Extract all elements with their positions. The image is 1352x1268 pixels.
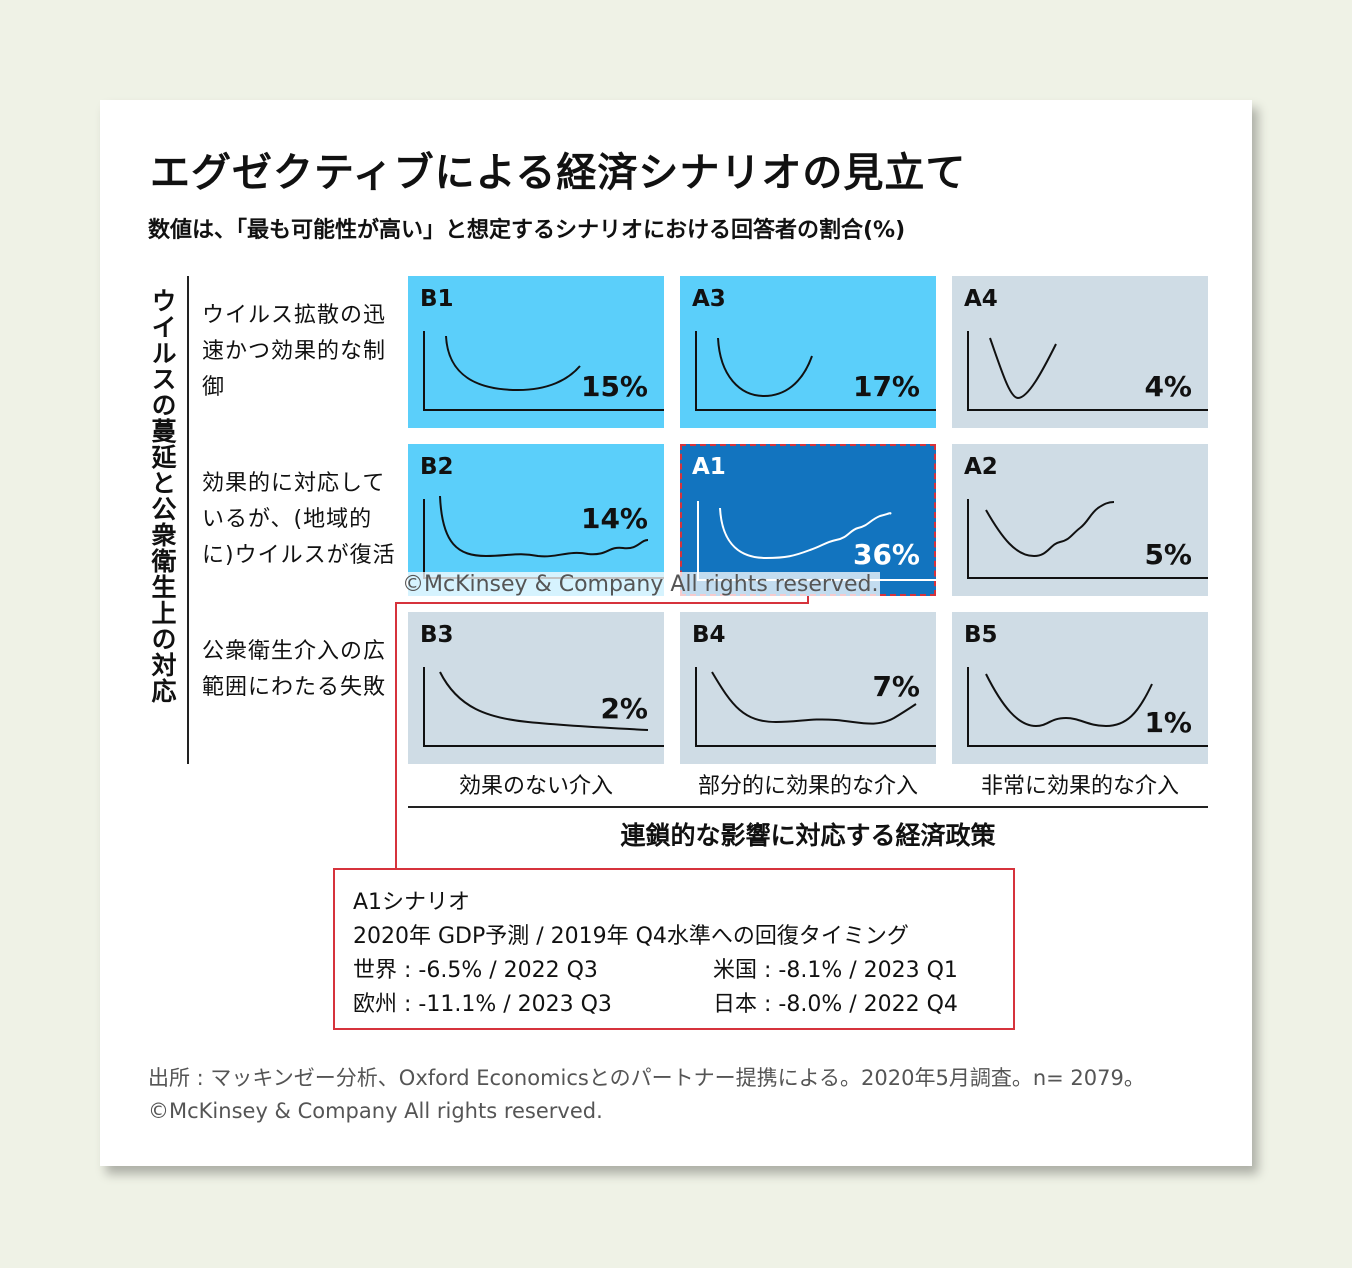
callout-japan: 日本 : -8.0% / 2022 Q4 bbox=[713, 992, 958, 1017]
scenario-cell-b5: B5 1% bbox=[952, 612, 1208, 764]
curve-a2 bbox=[967, 499, 1208, 579]
x-category-1: 効果のない介入 bbox=[458, 774, 613, 799]
scenario-code-b4: B4 bbox=[692, 622, 726, 648]
chart-card: エグゼクティブによる経済シナリオの見立て 数値は、「最も可能性が高い」と想定する… bbox=[100, 100, 1252, 1166]
callout-world: 世界 : -6.5% / 2022 Q3 bbox=[353, 958, 598, 983]
curve-b3 bbox=[423, 667, 664, 747]
scenario-pct-a4: 4% bbox=[1144, 370, 1192, 403]
scenario-pct-b2: 14% bbox=[580, 502, 648, 535]
callout-us: 米国 : -8.1% / 2023 Q1 bbox=[713, 958, 958, 983]
scenario-cell-a4: A4 4% bbox=[952, 276, 1208, 428]
watermark: ©McKinsey & Company All rights reserved. bbox=[400, 572, 881, 597]
scenario-cell-a3: A3 17% bbox=[680, 276, 936, 428]
callout-line-1: A1シナリオ bbox=[353, 890, 471, 915]
y-axis-title: ウイルスの蔓延と公衆衛生上の対応 bbox=[148, 288, 177, 704]
scenario-code-a4: A4 bbox=[964, 286, 998, 312]
curve-b4 bbox=[695, 667, 936, 747]
source-note: 出所 : マッキンゼー分析、Oxford Economicsとのパートナー提携に… bbox=[148, 1062, 1145, 1128]
scenario-pct-b5: 1% bbox=[1144, 706, 1192, 739]
scenario-pct-a3: 17% bbox=[852, 370, 920, 403]
curve-b5 bbox=[967, 667, 1208, 747]
scenario-cell-a1: A1 36% bbox=[680, 444, 938, 596]
scenario-pct-b1: 15% bbox=[580, 370, 648, 403]
scenario-pct-a2: 5% bbox=[1144, 538, 1192, 571]
scenario-code-a1: A1 bbox=[692, 454, 726, 480]
chart-subtitle: 数値は、「最も可能性が高い」と想定するシナリオにおける回答者の割合(%) bbox=[148, 218, 906, 243]
row-label-1: ウイルス拡散の迅速かつ効果的な制御 bbox=[202, 303, 387, 400]
scenario-code-a3: A3 bbox=[692, 286, 726, 312]
x-category-3: 非常に効果的な介入 bbox=[980, 774, 1179, 799]
scenario-pct-b3: 2% bbox=[600, 692, 648, 725]
scenario-code-b2: B2 bbox=[420, 454, 454, 480]
scenario-code-b5: B5 bbox=[964, 622, 998, 648]
scenario-pct-b4: 7% bbox=[872, 670, 920, 703]
y-axis-line bbox=[187, 276, 189, 764]
x-axis-title: 連鎖的な影響に対応する経済政策 bbox=[620, 821, 996, 850]
scenario-cell-b3: B3 2% bbox=[408, 612, 664, 764]
scenario-code-a2: A2 bbox=[964, 454, 998, 480]
x-axis-line bbox=[408, 806, 1208, 808]
curve-a3 bbox=[695, 331, 936, 411]
callout-line-2: 2020年 GDP予測 / 2019年 Q4水準への回復タイミング bbox=[353, 924, 909, 949]
row-label-3: 公衆衛生介入の広範囲にわたる失敗 bbox=[202, 639, 387, 700]
source-line-1: 出所 : マッキンゼー分析、Oxford Economicsとのパートナー提携に… bbox=[148, 1066, 1145, 1090]
callout-europe: 欧州 : -11.1% / 2023 Q3 bbox=[353, 992, 612, 1017]
scenario-cell-b4: B4 7% bbox=[680, 612, 936, 764]
curve-b1 bbox=[423, 331, 664, 411]
a1-scenario-callout: A1シナリオ 2020年 GDP予測 / 2019年 Q4水準への回復タイミング… bbox=[333, 868, 1015, 1030]
row-label-2: 効果的に対応しているが、(地域的に)ウイルスが復活 bbox=[202, 471, 396, 568]
scenario-code-b1: B1 bbox=[420, 286, 454, 312]
scenario-cell-b1: B1 15% bbox=[408, 276, 664, 428]
scenario-cell-b2: B2 14% bbox=[408, 444, 664, 596]
scenario-pct-a1: 36% bbox=[852, 538, 920, 571]
callout-connector bbox=[395, 596, 809, 868]
x-category-2: 部分的に効果的な介入 bbox=[697, 774, 918, 799]
source-line-2: ©McKinsey & Company All rights reserved. bbox=[148, 1099, 603, 1123]
scenario-code-b3: B3 bbox=[420, 622, 454, 648]
scenario-cell-a2: A2 5% bbox=[952, 444, 1208, 596]
chart-title: エグゼクティブによる経済シナリオの見立て bbox=[150, 150, 967, 196]
curve-a4 bbox=[967, 331, 1208, 411]
